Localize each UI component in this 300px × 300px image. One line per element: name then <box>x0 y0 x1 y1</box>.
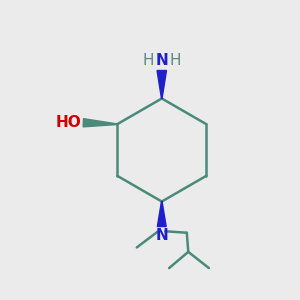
Polygon shape <box>157 70 167 98</box>
Text: N: N <box>155 53 168 68</box>
Text: HO: HO <box>55 115 81 130</box>
Polygon shape <box>158 202 166 226</box>
Polygon shape <box>83 118 117 127</box>
Text: H: H <box>143 52 154 68</box>
Text: N: N <box>155 228 168 243</box>
Text: H: H <box>169 52 181 68</box>
